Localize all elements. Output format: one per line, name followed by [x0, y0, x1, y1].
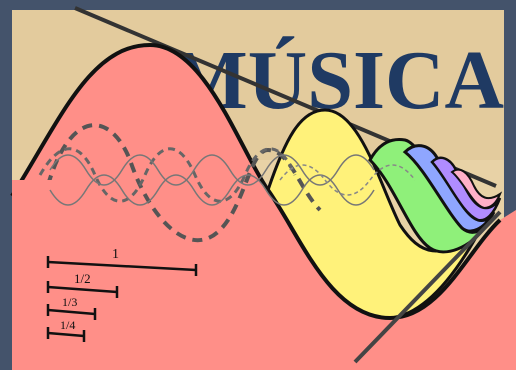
- fraction-label-third: 1/3: [62, 295, 77, 309]
- bar-whole: [47, 260, 197, 272]
- thin-wave-b: [49, 174, 375, 206]
- fundamental-wave-area: [12, 45, 516, 370]
- dashed-wave-medium: [38, 147, 297, 203]
- thin-wave-a: [49, 154, 375, 186]
- bar-quarter: [47, 331, 85, 338]
- bottom-salmon-band: [12, 342, 504, 370]
- sixth-harmonic-area: [450, 168, 503, 210]
- bar-third: [47, 308, 96, 316]
- dashed-wave-large: [46, 123, 322, 243]
- left-salmon-wedge: [12, 180, 60, 215]
- fraction-label-whole: 1: [112, 247, 119, 262]
- tangent-line-bottom: [353, 210, 502, 364]
- fraction-bars: 1 1/2 1/3 1/4: [46, 247, 198, 342]
- fraction-label-quarter: 1/4: [60, 318, 75, 332]
- fraction-label-half: 1/2: [74, 271, 91, 286]
- bar-half: [47, 285, 118, 294]
- fundamental-wave-outline: [10, 42, 502, 321]
